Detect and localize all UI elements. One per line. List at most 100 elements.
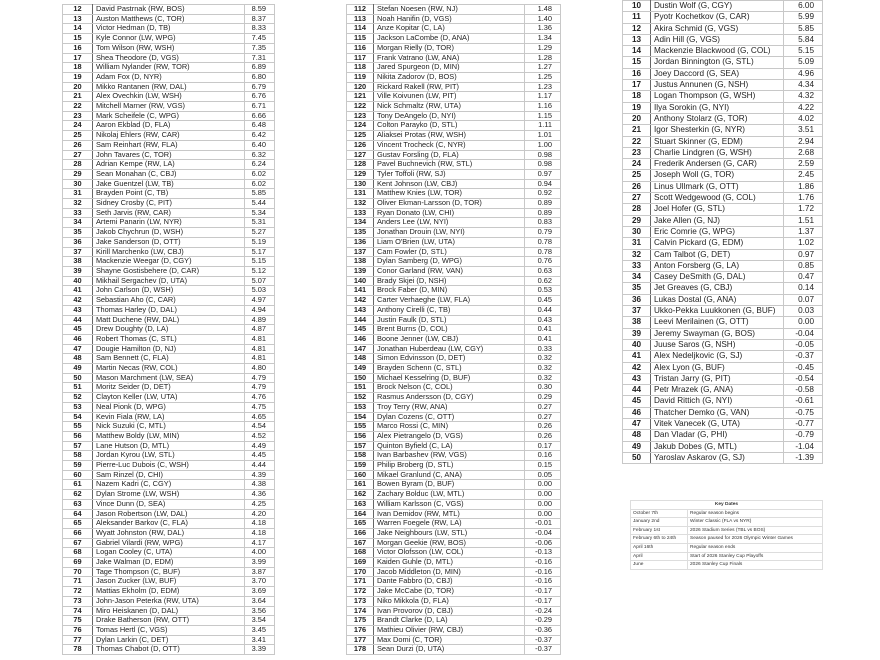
- rank-cell: 44: [622, 384, 651, 397]
- value-cell: 0.45: [524, 295, 561, 306]
- key-dates-title: Key Dates: [629, 500, 824, 510]
- value-cell: 5.99: [783, 11, 823, 24]
- value-cell: 6.02: [244, 178, 275, 190]
- value-cell: 5.85: [244, 188, 275, 200]
- rank-cell: 117: [346, 52, 374, 64]
- player-cell: Akira Schmid (G, VGS): [650, 22, 784, 35]
- value-cell: 0.32: [524, 363, 561, 374]
- value-cell: 0.16: [524, 450, 561, 462]
- player-cell: Dylan Cozens (C, OTT): [373, 411, 525, 423]
- rank-cell: 30: [62, 178, 93, 190]
- player-cell: Jared Spurgeon (D, MIN): [373, 62, 525, 73]
- rank-cell: 137: [346, 246, 374, 258]
- key-date-row: January 2nd Winter Classic (FLA vs NYR): [630, 517, 824, 527]
- table-row: 171 Dante Fabbro (D, CBJ) -0.16: [346, 576, 561, 588]
- player-cell: Anthony Stolarz (G, TOR): [650, 112, 784, 126]
- table-row: 169 Kaiden Guhle (D, MTL) -0.16: [346, 557, 561, 568]
- rank-cell: 43: [622, 372, 651, 386]
- player-cell: Frederik Andersen (G, CAR): [650, 158, 784, 171]
- value-cell: 0.26: [524, 430, 561, 442]
- player-cell: Miro Heiskanen (D, DAL): [92, 605, 245, 617]
- player-cell: Casey DeSmith (G, DAL): [650, 271, 784, 284]
- date-cell: February 1st: [630, 525, 688, 536]
- player-cell: Warren Foegele (RW, LA): [373, 518, 525, 529]
- rank-cell: 26: [622, 180, 651, 194]
- skater-rankings-table-2: 112 Stefan Noesen (RW, NJ) 1.48 113 Noah Han…: [346, 4, 561, 656]
- value-cell: 4.00: [244, 547, 275, 559]
- rank-cell: 14: [62, 23, 93, 35]
- player-cell: William Karlsson (C, VGS): [373, 498, 525, 510]
- value-cell: 0.78: [524, 236, 561, 248]
- rank-cell: 47: [62, 343, 93, 355]
- table-row: 128 Pavel Buchnevich (RW, STL) 0.98: [346, 159, 561, 170]
- value-cell: 1.28: [524, 52, 561, 64]
- player-cell: Moritz Seider (D, DET): [92, 382, 245, 394]
- rank-cell: 161: [346, 479, 374, 491]
- value-cell: 0.53: [524, 285, 561, 297]
- value-cell: 0.62: [524, 275, 561, 287]
- value-cell: 2.59: [783, 158, 823, 171]
- player-cell: Nick Suzuki (C, MTL): [92, 421, 245, 432]
- value-cell: 2.94: [783, 135, 823, 148]
- player-cell: David Rittich (G, NYI): [650, 395, 784, 408]
- value-cell: 5.34: [244, 207, 275, 219]
- player-cell: Mason Marchment (LW, SEA): [92, 372, 245, 384]
- table-row: 115 Jackson LaCombe (D, ANA) 1.34: [346, 33, 561, 44]
- player-cell: Mikhail Sergachev (D, UTA): [92, 275, 245, 287]
- table-row: 57 Lane Hutson (D, MTL) 4.49: [62, 440, 275, 452]
- table-row: 14 Mackenzie Blackwood (G, COL) 5.15: [622, 45, 823, 58]
- table-row: 166 Jake Neighbours (LW, STL) -0.04: [346, 527, 561, 539]
- table-row: 118 Jared Spurgeon (D, MIN) 1.27: [346, 62, 561, 73]
- value-cell: 6.40: [244, 139, 275, 151]
- rank-cell: 50: [622, 451, 651, 465]
- value-cell: 4.81: [244, 353, 275, 365]
- rank-cell: 31: [62, 188, 93, 200]
- key-date-row: February 6th to 24th Season paused for 20…: [630, 534, 824, 544]
- key-date-row: April Start of 2026 Stanley Cup Playoffs: [630, 551, 824, 562]
- event-cell: 2026 Stadium Series (TBL vs BOS): [686, 525, 824, 536]
- rank-cell: 32: [622, 248, 651, 261]
- rank-cell: 64: [62, 508, 93, 520]
- player-cell: Brent Burns (D, COL): [373, 324, 525, 335]
- rank-cell: 150: [346, 372, 374, 384]
- table-row: 126 Vincent Trocheck (C, NYR) 1.00: [346, 139, 561, 151]
- table-row: 44 Matt Duchene (RW, DAL) 4.89: [62, 314, 275, 326]
- value-cell: 2.68: [783, 146, 823, 160]
- rank-cell: 167: [346, 537, 374, 549]
- player-cell: Jake Walman (D, EDM): [92, 557, 245, 568]
- value-cell: 6.48: [244, 120, 275, 132]
- value-cell: 4.79: [244, 382, 275, 394]
- value-cell: 4.20: [244, 508, 275, 520]
- player-cell: Mikael Granlund (C, ANA): [373, 469, 525, 481]
- table-row: 145 Brent Burns (D, COL) 0.41: [346, 324, 561, 335]
- table-row: 17 Shea Theodore (D, VGS) 7.31: [62, 52, 275, 64]
- table-row: 172 Jake McCabe (D, TOR) -0.17: [346, 586, 561, 597]
- player-cell: Drake Batherson (RW, OTT): [92, 615, 245, 626]
- player-cell: Zachary Bolduc (LW, MTL): [373, 489, 525, 500]
- rank-cell: 30: [622, 225, 651, 239]
- rank-cell: 56: [62, 430, 93, 442]
- rank-cell: 45: [62, 324, 93, 335]
- value-cell: -0.45: [783, 361, 823, 374]
- player-cell: Ivan Barbashev (RW, VGS): [373, 450, 525, 462]
- value-cell: 4.45: [244, 450, 275, 462]
- rank-cell: 119: [346, 71, 374, 83]
- rank-cell: 121: [346, 91, 374, 103]
- rank-cell: 178: [346, 644, 374, 656]
- rank-cell: 153: [346, 401, 374, 413]
- player-cell: Troy Terry (RW, ANA): [373, 401, 525, 413]
- player-cell: Jacob Middleton (D, MIN): [373, 566, 525, 578]
- rank-cell: 157: [346, 440, 374, 452]
- table-row: 52 Clayton Keller (LW, UTA) 4.76: [62, 392, 275, 403]
- value-cell: 0.97: [524, 168, 561, 180]
- date-cell: April: [630, 551, 688, 562]
- player-cell: Anton Forsberg (G, LA): [650, 259, 784, 273]
- value-cell: 4.44: [244, 460, 275, 471]
- table-row: 19 Ilya Sorokin (G, NYI) 4.22: [622, 101, 823, 114]
- player-cell: Brock Faber (D, MIN): [373, 285, 525, 297]
- player-cell: Marco Rossi (C, MIN): [373, 421, 525, 432]
- table-row: 153 Troy Terry (RW, ANA) 0.27: [346, 401, 561, 413]
- table-row: 149 Brayden Schenn (C, STL) 0.32: [346, 363, 561, 374]
- player-cell: Boone Jenner (LW, CBJ): [373, 333, 525, 345]
- table-row: 146 Boone Jenner (LW, CBJ) 0.41: [346, 333, 561, 345]
